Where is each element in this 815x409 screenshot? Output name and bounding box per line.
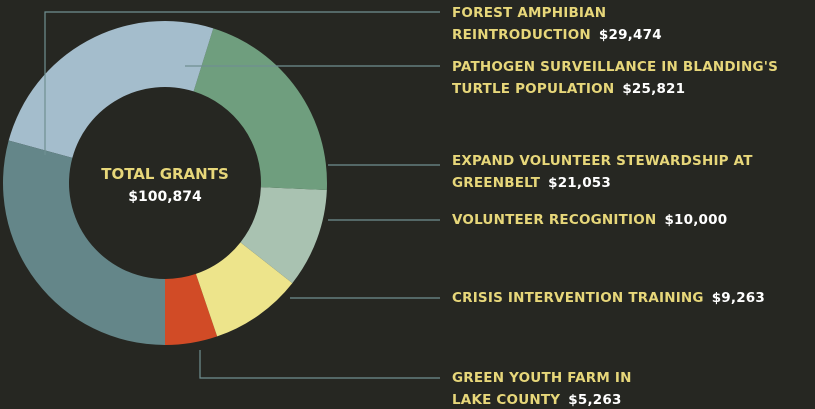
category-name: VOLUNTEER RECOGNITION <box>452 212 657 228</box>
donut-slice <box>2 140 165 345</box>
donut-slice <box>193 28 327 190</box>
value-label: $10,000 <box>664 212 728 228</box>
slice-label: VOLUNTEER RECOGNITION $10,000 <box>452 209 815 231</box>
slice-label: FOREST AMPHIBIAN REINTRODUCTION $29,474 <box>452 2 682 46</box>
center-title: TOTAL GRANTS <box>101 165 229 183</box>
donut-slice <box>240 187 327 284</box>
leader-lines <box>44 11 440 379</box>
donut-slice <box>195 242 293 337</box>
category-name: GREEN YOUTH FARM IN LAKE COUNTY <box>452 370 632 408</box>
value-label: $25,821 <box>622 81 686 97</box>
donut-slice <box>165 273 218 345</box>
slice-label: CRISIS INTERVENTION TRAINING $9,263 <box>452 287 815 309</box>
center-value: $100,874 <box>128 189 202 205</box>
category-name: CRISIS INTERVENTION TRAINING <box>452 290 704 306</box>
value-label: $5,263 <box>568 392 622 408</box>
slice-label: EXPAND VOLUNTEER STEWARDSHIP AT GREENBEL… <box>452 150 782 194</box>
leader-line <box>199 350 440 379</box>
category-name: PATHOGEN SURVEILLANCE IN BLANDING'S TURT… <box>452 59 779 97</box>
value-label: $9,263 <box>711 290 765 306</box>
category-name: FOREST AMPHIBIAN REINTRODUCTION <box>452 5 607 43</box>
value-label: $21,053 <box>548 175 611 191</box>
leader-line <box>44 11 440 155</box>
slice-label: GREEN YOUTH FARM IN LAKE COUNTY $5,263 <box>452 367 672 409</box>
slice-label: PATHOGEN SURVEILLANCE IN BLANDING'S TURT… <box>452 56 815 100</box>
donut-slice <box>8 20 214 158</box>
value-label: $29,474 <box>598 27 662 43</box>
category-name: EXPAND VOLUNTEER STEWARDSHIP AT GREENBEL… <box>452 153 753 191</box>
